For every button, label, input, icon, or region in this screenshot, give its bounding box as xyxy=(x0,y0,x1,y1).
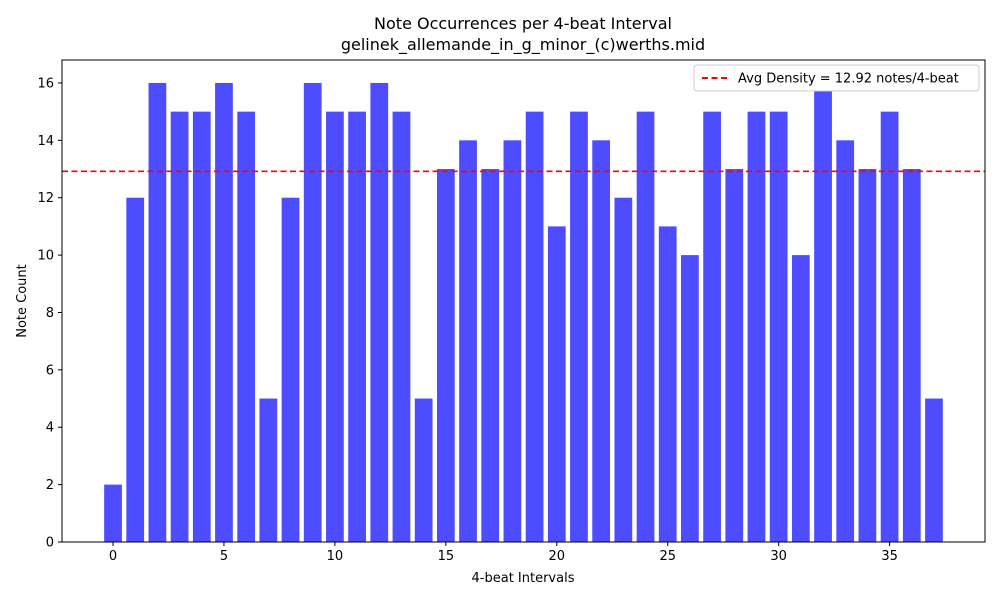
y-tick-label-6: 6 xyxy=(46,363,54,378)
x-axis-label: 4-beat Intervals xyxy=(472,571,575,586)
bar-32 xyxy=(814,82,832,542)
bar-35 xyxy=(880,111,899,542)
x-tick-label-0: 0 xyxy=(109,549,117,564)
bar-22 xyxy=(592,140,611,542)
bars-group xyxy=(104,82,943,542)
bar-18 xyxy=(503,140,522,542)
bar-26 xyxy=(681,255,699,542)
bar-0 xyxy=(104,484,122,542)
bar-9 xyxy=(303,82,322,542)
bar-31 xyxy=(791,255,810,542)
bar-25 xyxy=(658,226,677,542)
y-tick-label-4: 4 xyxy=(46,421,54,436)
bar-5 xyxy=(215,82,233,542)
bar-1 xyxy=(126,197,145,542)
x-tick-label-20: 20 xyxy=(549,549,566,564)
bar-30 xyxy=(769,111,788,542)
bar-17 xyxy=(481,169,500,542)
y-tick-label-16: 16 xyxy=(37,76,54,91)
y-tick-label-8: 8 xyxy=(46,306,54,321)
bar-29 xyxy=(747,111,766,542)
bar-11 xyxy=(348,111,366,542)
bar-28 xyxy=(725,169,744,542)
bar-34 xyxy=(858,169,877,542)
legend: Avg Density = 12.92 notes/4-beat xyxy=(693,64,980,92)
bar-27 xyxy=(703,111,721,542)
x-tick-label-25: 25 xyxy=(659,549,676,564)
bar-13 xyxy=(392,111,411,542)
y-tick-label-10: 10 xyxy=(37,249,54,264)
bar-3 xyxy=(170,111,189,542)
legend-box xyxy=(693,64,980,92)
bar-6 xyxy=(237,111,256,542)
bar-23 xyxy=(614,197,633,542)
bar-4 xyxy=(192,111,211,542)
axes-group xyxy=(61,59,986,543)
bar-7 xyxy=(259,398,278,542)
y-tick-label-0: 0 xyxy=(46,536,54,551)
chart-subtitle: gelinek_allemande_in_g_minor_(c)werths.m… xyxy=(341,35,705,55)
y-tick-label-14: 14 xyxy=(37,134,54,149)
bar-12 xyxy=(370,82,389,542)
y-ticks-group: 0 2 4 6 8 10 12 14 16 xyxy=(37,76,62,551)
bar-20 xyxy=(547,226,566,542)
x-tick-label-10: 10 xyxy=(327,549,344,564)
bar-19 xyxy=(525,111,544,542)
bar-16 xyxy=(459,140,477,542)
y-tick-label-2: 2 xyxy=(46,478,54,493)
y-tick-label-12: 12 xyxy=(37,191,54,206)
legend-average-label: Avg Density = 12.92 notes/4-beat xyxy=(738,72,959,87)
x-tick-label-35: 35 xyxy=(881,549,898,564)
x-tick-label-30: 30 xyxy=(770,549,787,564)
chart-title: Note Occurrences per 4-beat Interval xyxy=(374,14,672,33)
bar-15 xyxy=(436,169,455,542)
x-ticks-group: 0 5 10 15 20 25 30 35 xyxy=(109,542,898,564)
bar-2 xyxy=(148,82,167,542)
bar-24 xyxy=(636,111,655,542)
plot-frame xyxy=(61,59,986,543)
bar-33 xyxy=(836,140,855,542)
bar-36 xyxy=(902,169,921,542)
bar-37 xyxy=(925,398,943,542)
y-axis-label: Note Count xyxy=(15,264,30,338)
x-tick-label-15: 15 xyxy=(438,549,455,564)
bar-8 xyxy=(281,197,300,542)
bar-21 xyxy=(570,111,588,542)
bar-14 xyxy=(414,398,433,542)
bar-10 xyxy=(326,111,344,542)
x-tick-label-5: 5 xyxy=(220,549,228,564)
